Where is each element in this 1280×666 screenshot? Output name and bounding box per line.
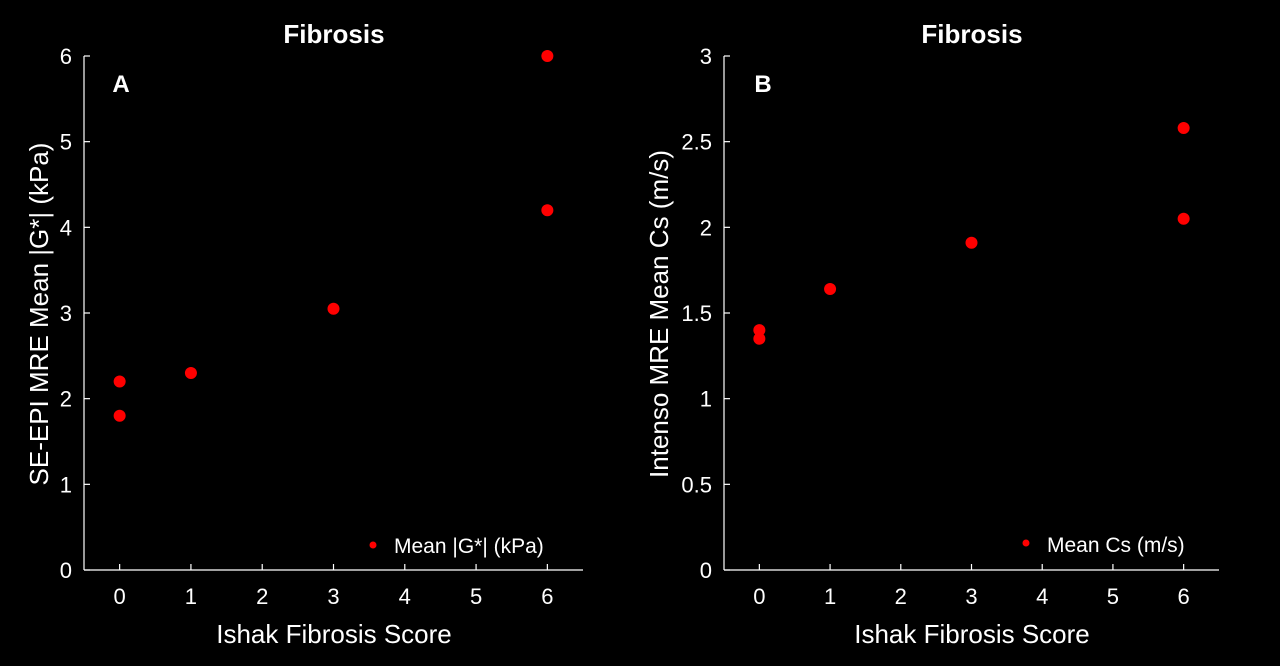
x-tick-label: 5 — [1107, 584, 1119, 609]
scatter-point — [753, 324, 766, 337]
scatter-point — [113, 409, 126, 422]
chart-title: Fibrosis — [921, 19, 1022, 49]
scatter-point — [1177, 212, 1190, 225]
y-tick-label: 6 — [60, 44, 72, 69]
legend-label: Mean Cs (m/s) — [1047, 534, 1185, 557]
axis-ticks: 0 1 2 3 4 5 6 0 1 2 3 4 5 6 — [60, 44, 554, 609]
y-tick-label: 0.5 — [681, 472, 712, 497]
scatter-point — [1177, 121, 1190, 134]
y-tick-label: 1.5 — [681, 301, 712, 326]
x-tick-label: 6 — [1178, 584, 1190, 609]
y-tick-label: 0 — [60, 558, 72, 583]
x-tick-label: 6 — [541, 584, 553, 609]
y-tick-label: 1 — [700, 387, 712, 412]
y-axis-label: SE-EPI MRE Mean |G*| (kPa) — [24, 143, 54, 486]
y-tick-label: 2 — [60, 387, 72, 412]
scatter-point — [753, 332, 766, 345]
chart-panel-b: Fibrosis B Ishak Fibrosis Score Intenso … — [644, 19, 1219, 649]
x-tick-label: 0 — [753, 584, 765, 609]
y-tick-label: 3 — [700, 44, 712, 69]
legend: Mean |G*| (kPa) — [369, 535, 544, 558]
scatter-point — [327, 302, 340, 315]
x-tick-label: 3 — [965, 584, 977, 609]
legend-marker — [1022, 539, 1030, 547]
y-tick-label: 1 — [60, 472, 72, 497]
y-tick-label: 5 — [60, 130, 72, 155]
y-axis-label: Intenso MRE Mean Cs (m/s) — [644, 150, 674, 478]
x-axis-label: Ishak Fibrosis Score — [854, 619, 1090, 649]
x-tick-label: 1 — [185, 584, 197, 609]
legend-marker — [369, 541, 377, 549]
scatter-point — [184, 366, 197, 379]
x-tick-label: 2 — [895, 584, 907, 609]
scatter-point — [113, 375, 126, 388]
x-axis-label: Ishak Fibrosis Score — [216, 619, 452, 649]
scatter-point — [965, 236, 978, 249]
panel-label: A — [112, 71, 129, 98]
scatter-point — [541, 204, 554, 217]
chart-panel-a: Fibrosis A Ishak Fibrosis Score SE-EPI M… — [24, 19, 583, 649]
y-tick-label: 2.5 — [681, 130, 712, 155]
legend: Mean Cs (m/s) — [1022, 534, 1185, 557]
x-tick-label: 1 — [824, 584, 836, 609]
x-tick-label: 4 — [1036, 584, 1048, 609]
chart-title: Fibrosis — [283, 19, 384, 49]
x-tick-label: 2 — [256, 584, 268, 609]
scatter-point — [824, 283, 837, 296]
y-tick-label: 0 — [700, 558, 712, 583]
legend-label: Mean |G*| (kPa) — [394, 535, 544, 558]
x-tick-label: 5 — [470, 584, 482, 609]
x-tick-label: 4 — [399, 584, 411, 609]
x-tick-label: 0 — [114, 584, 126, 609]
scatter-points — [113, 50, 554, 422]
y-tick-label: 4 — [60, 215, 72, 240]
y-tick-label: 2 — [700, 215, 712, 240]
scatter-point — [541, 50, 554, 62]
panel-label: B — [754, 71, 771, 98]
axis-ticks: 0 1 2 3 4 5 6 0 0.5 1 1.5 2 2.5 3 — [681, 44, 1189, 609]
x-tick-label: 3 — [327, 584, 339, 609]
y-tick-label: 3 — [60, 301, 72, 326]
scatter-points — [753, 121, 1190, 345]
